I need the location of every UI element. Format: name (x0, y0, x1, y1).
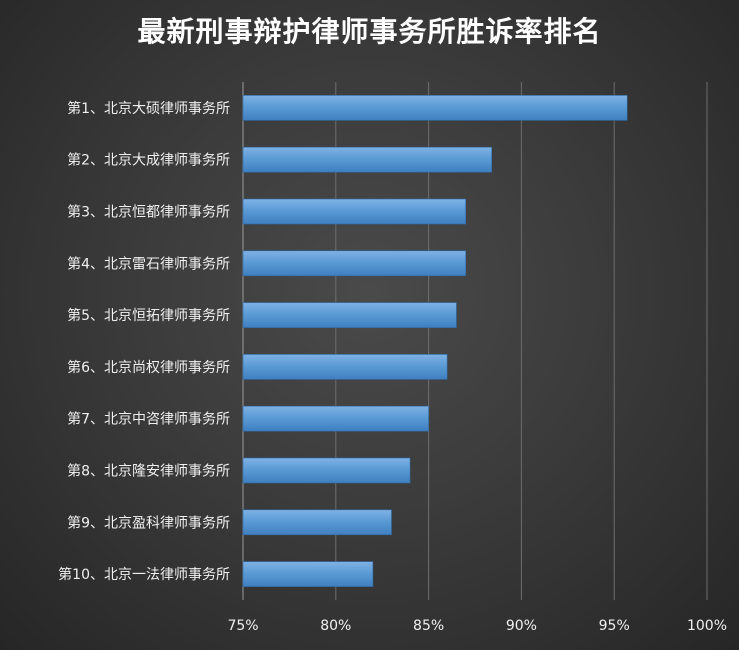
category-label: 第5、北京恒拓律师事务所 (67, 307, 230, 324)
bar (242, 250, 467, 277)
x-tick-label: 95% (599, 618, 630, 634)
category-labels: 第1、北京大硕律师事务所第2、北京大成律师事务所第3、北京恒都律师事务所第4、北… (58, 100, 230, 583)
bar (242, 405, 429, 432)
bar (242, 95, 628, 121)
category-label: 第7、北京中咨律师事务所 (67, 411, 230, 428)
x-tick-label: 75% (227, 618, 258, 634)
category-label: 第8、北京隆安律师事务所 (67, 463, 230, 480)
bar (242, 509, 392, 536)
x-tick-label: 90% (506, 618, 537, 634)
category-label: 第10、北京一法律师事务所 (58, 566, 230, 583)
category-label: 第3、北京恒都律师事务所 (67, 204, 230, 221)
bar (242, 198, 467, 225)
category-label: 第4、北京雷石律师事务所 (67, 255, 230, 272)
category-label: 第2、北京大成律师事务所 (67, 152, 230, 169)
x-tick-label: 80% (320, 618, 351, 634)
bar-series (242, 95, 628, 587)
bar (242, 561, 374, 587)
category-label: 第1、北京大硕律师事务所 (67, 100, 230, 117)
bar (242, 457, 411, 484)
x-tick-label: 85% (413, 618, 444, 634)
bar (242, 354, 448, 380)
x-axis-tick-labels: 75% 80% 85% 90% 95% 100% (227, 618, 727, 634)
category-label: 第9、北京盈科律师事务所 (67, 514, 230, 531)
bar (242, 302, 457, 328)
bar (242, 146, 493, 173)
category-label: 第6、北京尚权律师事务所 (67, 359, 230, 376)
chart-title: 最新刑事辩护律师事务所胜诉率排名 (137, 15, 602, 48)
x-tick-label: 100% (687, 618, 727, 634)
